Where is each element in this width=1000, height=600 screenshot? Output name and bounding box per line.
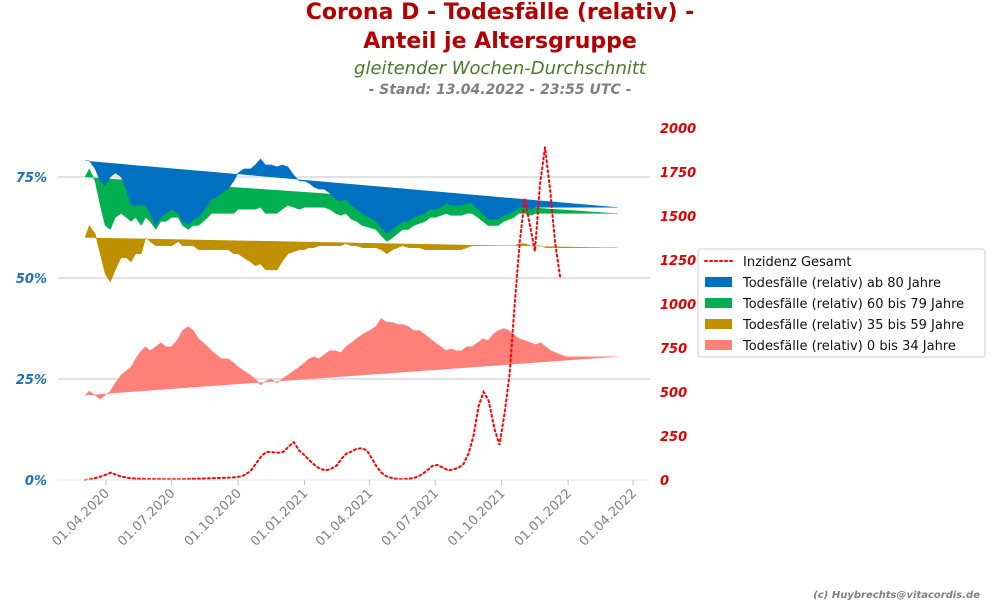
area-age80 [85, 158, 618, 234]
x-tick-label: 01.10.2021 [445, 486, 508, 549]
legend-swatch-age60 [705, 298, 732, 308]
legend-label-age0: Todesfälle (relativ) 0 bis 34 Jahre [742, 339, 956, 354]
incidence-line-layer [84, 147, 562, 481]
chart-subtitle: gleitender Wochen-Durchschnitt [354, 58, 647, 79]
y-right-tick-label: 1000 [660, 298, 696, 313]
y-right-tick-label: 500 [660, 386, 687, 401]
x-tick-label: 01.01.2022 [512, 486, 575, 549]
chart-stand-date: - Stand: 13.04.2022 - 23:55 UTC - [369, 82, 632, 98]
x-tick-label: 01.10.2020 [182, 486, 245, 549]
chart-titles: Corona D - Todesfälle (relativ) - Anteil… [306, 0, 695, 98]
chart-title-line2: Anteil je Altersgruppe [363, 29, 637, 54]
y-right-tick-label: 1750 [660, 166, 696, 181]
stacked-areas [84, 158, 618, 400]
x-tick-label: 01.04.2022 [577, 486, 640, 549]
y-left-tick-label: 25% [16, 373, 47, 388]
legend: Inzidenz Gesamt Todesfälle (relativ) ab 8… [697, 248, 986, 358]
chart-title-line1: Corona D - Todesfälle (relativ) - [306, 0, 695, 25]
y-right-tick-label: 0 [660, 474, 669, 489]
y-right-tick-label: 1250 [660, 254, 696, 269]
y-right-tick-label: 2000 [660, 122, 696, 137]
copyright-credit: (c) Huybrechts@vitacordis.de [813, 590, 980, 600]
x-tick-label: 01.04.2021 [313, 486, 376, 549]
legend-swatch-age0 [705, 340, 732, 350]
area-age0 [84, 318, 618, 400]
y-left-tick-label: 75% [16, 171, 47, 186]
legend-box [697, 248, 986, 358]
legend-label-age80: Todesfälle (relativ) ab 80 Jahre [742, 276, 941, 291]
area-age35 [84, 224, 618, 283]
y-right-tick-label: 250 [660, 430, 687, 445]
x-tick-label: 01.01.2021 [248, 486, 311, 549]
y-right-tick-label: 750 [660, 342, 687, 357]
legend-swatch-age35 [705, 319, 732, 329]
y-left-tick-label: 50% [16, 272, 47, 287]
x-tick-label: 01.07.2020 [115, 486, 178, 549]
legend-label-age60: Todesfälle (relativ) 60 bis 79 Jahre [742, 297, 964, 312]
legend-label-incidence: Inzidenz Gesamt [743, 255, 852, 270]
x-tick-label: 01.04.2020 [50, 486, 113, 549]
legend-swatch-age80 [705, 277, 732, 287]
incidence-line [84, 147, 562, 481]
x-tick-label: 01.07.2021 [379, 486, 442, 549]
y-right-tick-label: 1500 [660, 210, 696, 225]
legend-label-age35: Todesfälle (relativ) 35 bis 59 Jahre [742, 318, 964, 333]
y-left-tick-label: 0% [25, 474, 47, 489]
